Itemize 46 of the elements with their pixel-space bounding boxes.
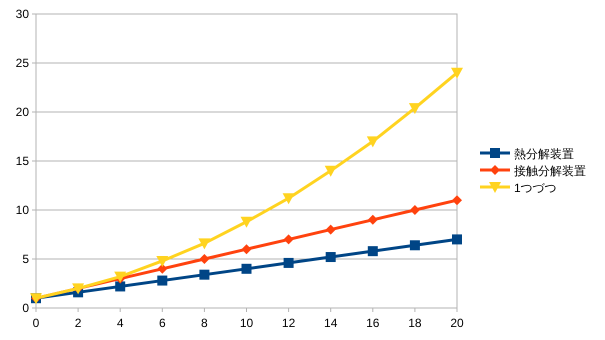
point (326, 252, 336, 262)
x-tick-label: 14 (324, 316, 338, 330)
x-tick-label: 0 (32, 316, 40, 330)
point (324, 166, 337, 177)
x-tick-label: 12 (282, 316, 296, 330)
point (242, 244, 252, 254)
y-tick-label: 5 (22, 252, 30, 266)
point (157, 276, 168, 286)
legend-label: 接触分解装置 (514, 164, 586, 178)
y-tick-label: 25 (16, 56, 30, 70)
point (451, 68, 463, 79)
point (284, 258, 294, 268)
y-tick-label: 15 (16, 154, 30, 168)
point (368, 246, 378, 256)
point (366, 136, 379, 148)
point (326, 224, 336, 235)
point (284, 234, 294, 244)
point (410, 205, 420, 215)
y-tick-label: 10 (16, 203, 30, 217)
x-tick-label: 6 (158, 316, 166, 330)
point (240, 216, 252, 228)
y-tick-label: 0 (22, 301, 30, 315)
legend-label: 熱分解装置 (514, 147, 574, 161)
point (408, 103, 421, 114)
x-tick-label: 16 (366, 316, 380, 330)
y-tick-label: 20 (16, 105, 30, 119)
point (410, 240, 420, 250)
x-tick-label: 4 (116, 316, 124, 330)
y-tick-label: 30 (16, 7, 30, 21)
point (452, 195, 462, 206)
point (368, 214, 378, 225)
point (242, 264, 252, 274)
point (198, 238, 210, 250)
point (282, 193, 295, 204)
x-tick-label: 18 (408, 316, 422, 330)
x-tick-label: 20 (450, 316, 464, 330)
point (199, 254, 210, 264)
legend-label: 1つづつ (514, 181, 557, 195)
x-tick-label: 8 (201, 316, 208, 330)
point (156, 256, 168, 267)
point (199, 270, 210, 280)
x-tick-label: 10 (240, 316, 254, 330)
point (115, 281, 126, 292)
point (157, 264, 168, 274)
point (452, 234, 462, 244)
x-tick-label: 2 (74, 316, 82, 330)
